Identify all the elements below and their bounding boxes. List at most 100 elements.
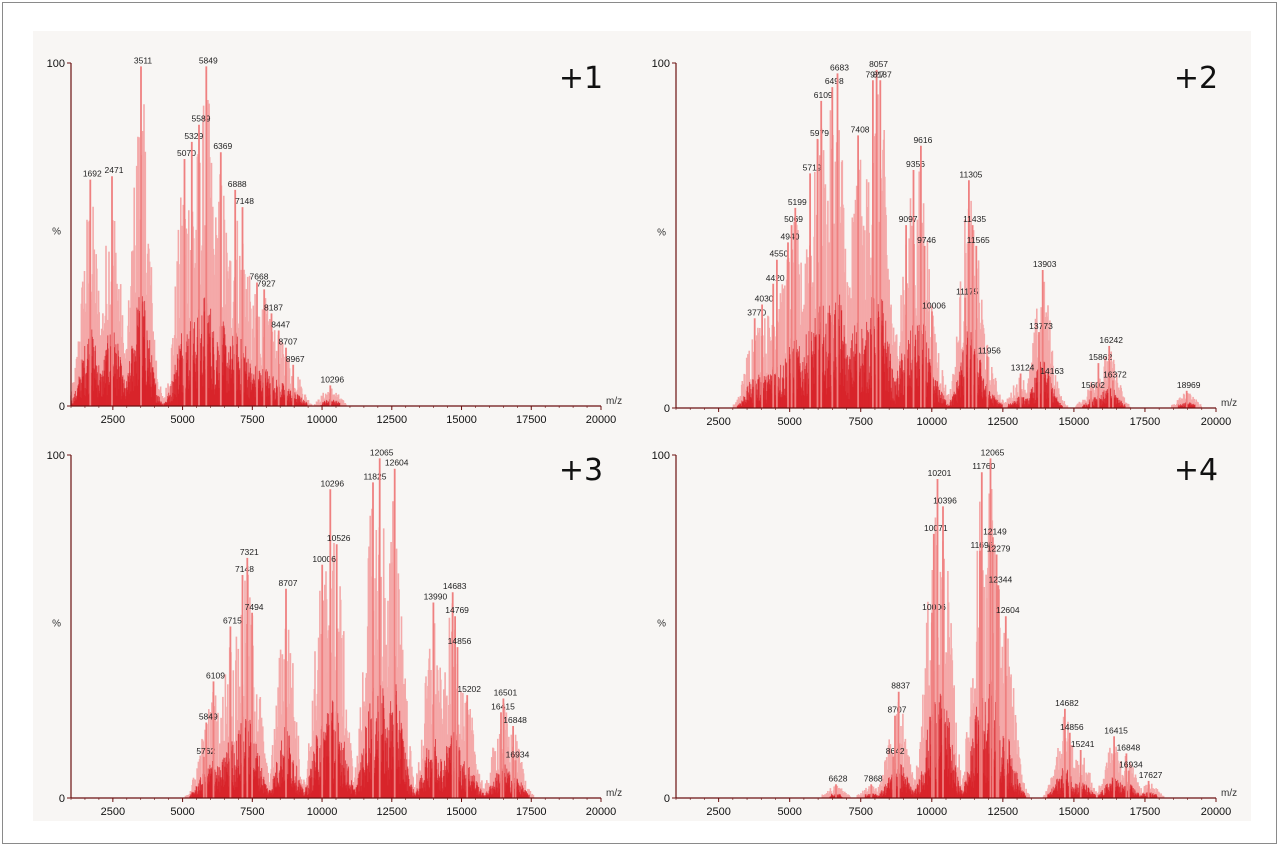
x-tick-label-15000: 15000 — [446, 414, 477, 426]
peak-label-5329: 5329 — [184, 131, 203, 141]
spectrum-trace-2 — [732, 94, 1202, 408]
x-tick-label-15000: 15000 — [1059, 416, 1090, 428]
x-tick-label-5000: 5000 — [170, 806, 194, 818]
y-axis-label: % — [52, 619, 61, 630]
x-tick-label-15000: 15000 — [446, 806, 477, 818]
peak-label-4420: 4420 — [766, 273, 785, 283]
peak-label-7148: 7148 — [235, 564, 254, 574]
peak-label-5589: 5589 — [192, 114, 211, 124]
peak-label-16501: 16501 — [494, 688, 518, 698]
peak-label-13124: 13124 — [1011, 363, 1035, 373]
x-tick-label-20000: 20000 — [586, 414, 617, 426]
x-tick-label-10000: 10000 — [916, 416, 947, 428]
peak-label-6109: 6109 — [814, 90, 833, 100]
peak-label-15202: 15202 — [457, 684, 481, 694]
peak-label-10006: 10006 — [922, 300, 946, 310]
peak-label-9356: 9356 — [906, 159, 925, 169]
peak-label-13773: 13773 — [1029, 321, 1053, 331]
peak-label-5199: 5199 — [788, 197, 807, 207]
peak-label-7148: 7148 — [235, 196, 254, 206]
y-axis-label: % — [657, 228, 666, 239]
peak-label-8707: 8707 — [279, 578, 298, 588]
peak-label-8447: 8447 — [271, 320, 290, 330]
x-tick-label-12500: 12500 — [988, 416, 1019, 428]
peak-label-3511: 3511 — [134, 55, 153, 65]
x-tick-label-10000: 10000 — [307, 806, 338, 818]
peak-label-15602: 15602 — [1081, 380, 1105, 390]
peak-label-7927: 7927 — [257, 278, 276, 288]
panel-label: +1 — [559, 61, 603, 96]
peak-label-14683: 14683 — [443, 581, 467, 591]
peak-label-6498: 6498 — [825, 76, 844, 86]
peak-label-9097: 9097 — [899, 214, 918, 224]
spectrum-panel-1: 1692 2471 3511 5070 5329 5589 5849 6369 6888 7148… — [47, 55, 622, 426]
peak-label-4030: 4030 — [755, 294, 774, 304]
peak-label-5069: 5069 — [784, 214, 803, 224]
x-axis-label: m/z — [606, 396, 622, 407]
x-tick-label-12500: 12500 — [376, 806, 407, 818]
peak-label-16372: 16372 — [1103, 369, 1127, 379]
peak-label-9616: 9616 — [913, 135, 932, 145]
y-tick-label-100: 100 — [652, 58, 670, 70]
peak-label-11175: 11175 — [956, 287, 979, 297]
x-tick-label-17500: 17500 — [516, 414, 547, 426]
peak-label-6715: 6715 — [223, 616, 242, 626]
peak-label-16242: 16242 — [1099, 335, 1123, 345]
x-tick-label-2500: 2500 — [101, 806, 125, 818]
spectrum-trace-3 — [184, 501, 535, 798]
peak-label-11956: 11956 — [978, 345, 1001, 355]
y-tick-label-0: 0 — [664, 403, 670, 415]
x-tick-label-20000: 20000 — [1201, 416, 1232, 428]
peak-label-10296: 10296 — [320, 374, 344, 384]
peak-label-6109: 6109 — [206, 670, 225, 680]
peak-label-5070: 5070 — [177, 148, 196, 158]
peak-label-11435: 11435 — [963, 214, 986, 224]
peak-label-10006: 10006 — [312, 554, 336, 564]
x-tick-label-7500: 7500 — [240, 806, 264, 818]
y-tick-label-100: 100 — [47, 450, 65, 462]
x-tick-label-2500: 2500 — [706, 416, 730, 428]
peak-label-14769: 14769 — [445, 605, 469, 615]
x-axis-label: m/z — [1221, 398, 1237, 409]
peak-label-8707: 8707 — [279, 337, 298, 347]
peak-label-15862: 15862 — [1089, 352, 1113, 362]
peak-label-3770: 3770 — [747, 307, 766, 317]
peak-label-5979: 5979 — [810, 128, 829, 138]
x-tick-label-7500: 7500 — [848, 416, 872, 428]
x-tick-label-5000: 5000 — [777, 416, 801, 428]
peak-label-8187: 8187 — [264, 302, 283, 312]
peak-label-13903: 13903 — [1033, 259, 1057, 269]
peak-label-4550: 4550 — [769, 249, 788, 259]
peak-label-2471: 2471 — [105, 165, 124, 175]
peak-label-5719: 5719 — [803, 162, 822, 172]
peak-label-14856: 14856 — [448, 636, 472, 646]
peak-label-7321: 7321 — [240, 547, 259, 557]
x-tick-label-17500: 17500 — [1130, 416, 1161, 428]
peak-label-11305: 11305 — [959, 169, 982, 179]
peak-label-4940: 4940 — [781, 231, 800, 241]
y-tick-label-100: 100 — [47, 58, 65, 70]
mass-spectra-figure: 1692 2471 3511 5070 5329 5589 5849 6369 6888 7148… — [47, 55, 1237, 818]
peak-label-12604: 12604 — [385, 458, 409, 468]
peak-label-13990: 13990 — [424, 592, 448, 602]
y-axis-label: % — [52, 227, 61, 238]
peak-label-14163: 14163 — [1040, 366, 1064, 376]
peak-label-10526: 10526 — [327, 533, 351, 543]
y-tick-label-0: 0 — [59, 401, 65, 413]
peak-label-6888: 6888 — [228, 179, 247, 189]
panel-label: +2 — [1174, 61, 1218, 96]
x-tick-label-20000: 20000 — [586, 806, 617, 818]
figure-canvas: 1692 2471 3511 5070 5329 5589 5849 6369 6888 7148… — [33, 31, 1251, 821]
peak-label-16934: 16934 — [506, 749, 530, 759]
peak-label-10296: 10296 — [320, 478, 344, 488]
peak-label-9746: 9746 — [917, 235, 936, 245]
peak-label-11565: 11565 — [967, 235, 990, 245]
spectrum-panel-3: 5762584961096715714873217494870710006102… — [47, 447, 622, 818]
peak-label-7494: 7494 — [245, 602, 264, 612]
peak-label-8187: 8187 — [873, 69, 892, 79]
peak-label-11825: 11825 — [363, 471, 386, 481]
peak-label-12065: 12065 — [370, 447, 394, 457]
y-tick-label-0: 0 — [59, 793, 65, 805]
x-axis-label: m/z — [606, 788, 622, 799]
